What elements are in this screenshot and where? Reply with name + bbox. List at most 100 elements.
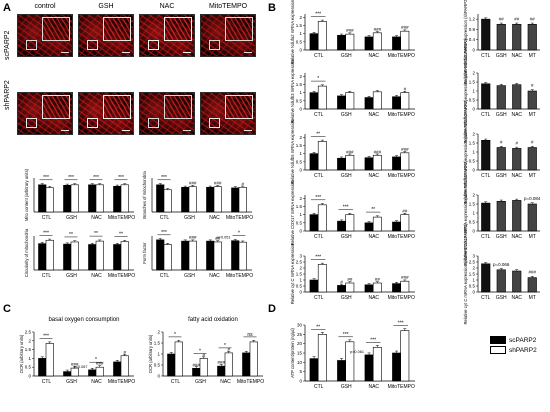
bar-R4-NAC-ratio	[512, 200, 522, 232]
bar-B2-GSH-shPARP2	[345, 92, 355, 110]
bar-B2-GSH-scPARP2	[337, 95, 347, 110]
y-tick-label-R4: 1.5	[469, 202, 476, 207]
bar-R5-GSH-ratio	[496, 269, 506, 293]
y-tick-label-B5: 1	[299, 278, 302, 283]
legend-item-shparp2: shPARP2	[490, 346, 537, 354]
y-label-C1: OCR (arbitrary units)	[19, 334, 24, 373]
y-tick-label-R1: 0.8	[469, 27, 476, 32]
x-tick-label-R1-CTL: CTL	[481, 53, 491, 59]
hash-mark-B2-MitoTEMPO: #	[404, 87, 407, 92]
chart-title-C2: fatty acid oxidation	[188, 317, 238, 323]
pvalue-D1-NAC: p=0.061	[350, 350, 364, 354]
x-tick-label-B1-CTL: CTL	[314, 53, 324, 59]
sig-mark-A3-MitoTEMPO: **	[119, 232, 123, 238]
y-tick-label-R3: 2	[472, 132, 475, 137]
x-tick-label-B2-MitoTEMPO: MitoTEMPO	[388, 112, 415, 118]
legend-label-shparp2: shPARP2	[509, 346, 537, 354]
y-tick-label-C1: 2.5	[25, 330, 32, 335]
x-tick-label-A1-GSH: GSH	[66, 215, 77, 221]
bar-B4-GSH-shPARP2	[345, 214, 355, 232]
x-tick-label-C1-NAC: NAC	[91, 379, 102, 385]
y-tick-label-R4: 0	[472, 229, 475, 234]
x-tick-label-A3-CTL: CTL	[42, 273, 52, 279]
sig-mark-B4-CTL: ***	[315, 195, 321, 201]
bar-D1-NAC-shPARP2	[372, 347, 382, 382]
sig-mark-R1-MT: ##	[530, 16, 536, 21]
y-tick-label-B3: 2	[299, 135, 302, 140]
bar-C1-MitoTEMPO-scPARP2	[113, 361, 122, 377]
x-tick-label-R3-MT: MT	[529, 173, 536, 179]
sig-mark-B2-CTL: *	[317, 76, 319, 82]
sig-mark-A1-CTL: ***	[43, 175, 49, 181]
y-tick-label-B5: 1.5	[296, 272, 303, 277]
y-tick-label-R5: 0	[472, 290, 475, 295]
sig-mark-R1-NAC: ##	[514, 16, 520, 21]
scale-bar	[61, 130, 69, 131]
bar-D1-GSH-scPARP2	[337, 360, 347, 382]
hash-mark-B1-MitoTEMPO: ###	[401, 25, 409, 30]
x-tick-label-A4-MitoTEMPO: MitoTEMPO	[226, 273, 253, 279]
y-tick-label-D1: 0	[299, 379, 302, 384]
y-label-R3: Relative Ndufb5 mRNA expression (shPARP2…	[463, 99, 468, 205]
bar-A3-NAC-scPARP2	[88, 244, 97, 271]
x-tick-label-R2-NAC: NAC	[511, 112, 522, 118]
bar-A3-NAC-shPARP2	[95, 240, 104, 271]
sig-mark-R5-MT: ###	[528, 270, 536, 275]
x-tick-label-R4-GSH: GSH	[496, 234, 507, 240]
bar-A1-GSH-scPARP2	[63, 184, 72, 213]
hash-mark-B3-GSH: ###	[346, 149, 354, 154]
roi-box	[87, 118, 98, 128]
bar-R2-GSH-ratio	[496, 85, 506, 110]
x-tick-label-C1-GSH: GSH	[66, 379, 77, 385]
sig-mark-A1-MitoTEMPO: ***	[118, 175, 124, 181]
x-tick-label-B4-GSH: GSH	[341, 234, 352, 240]
hash-mark-A2-GSH: ###	[189, 181, 197, 186]
y-tick-label-R5: 0.5	[469, 284, 476, 289]
y-label-A3: Circularity of mitochondria	[24, 228, 29, 277]
x-tick-label-R1-NAC: NAC	[511, 53, 522, 59]
x-tick-label-R2-MT: MT	[529, 112, 536, 118]
x-tick-label-D1-NAC: NAC	[368, 384, 379, 390]
sig-mark-D1-CTL: **	[316, 324, 320, 330]
bar-R4-MT-ratio	[527, 203, 537, 232]
bar-A4-NAC-scPARP2	[206, 240, 215, 271]
sig-mark-B4-NAC: **	[371, 207, 375, 213]
bar-C1-CTL-shPARP2	[45, 343, 54, 377]
y-tick-label-B4: 2	[299, 196, 302, 201]
bar-B1-NAC-scPARP2	[364, 36, 374, 51]
hash-mark-B5-MitoTEMPO: ###	[401, 275, 409, 280]
bar-B4-NAC-shPARP2	[372, 216, 382, 232]
bar-B3-NAC-scPARP2	[364, 157, 374, 171]
col-header-control: control	[34, 3, 56, 10]
legend: scPARP2 shPARP2	[490, 336, 537, 354]
bar-A3-MitoTEMPO-scPARP2	[113, 244, 122, 271]
zoom-inset	[225, 17, 253, 41]
bar-A2-CTL-shPARP2	[163, 189, 172, 213]
chart-title-C1: basal oxygen consumption	[48, 317, 119, 323]
x-tick-label-A2-NAC: NAC	[209, 215, 220, 221]
hash-mark-A2-MitoTEMPO: #	[241, 181, 244, 186]
bar-B5-NAC-shPARP2	[372, 282, 382, 293]
micrograph-shPARP2-NAC	[139, 92, 195, 135]
bar-R4-CTL-ratio	[481, 202, 491, 232]
x-tick-label-B5-MitoTEMPO: MitoTEMPO	[388, 295, 415, 301]
sig-mark-D1-NAC: ***	[370, 337, 376, 343]
y-tick-label-B2: 0	[299, 107, 302, 112]
y-tick-label-D1: 20	[297, 341, 303, 346]
y-tick-label-B2: 0.5	[296, 98, 303, 103]
x-tick-label-R3-CTL: CTL	[481, 173, 491, 179]
bar-R3-MT-ratio	[527, 147, 537, 171]
micrograph-shPARP2-GSH	[78, 92, 134, 135]
col-header-gsh: GSH	[98, 3, 114, 10]
x-tick-label-R4-CTL: CTL	[481, 234, 491, 240]
roi-box	[26, 40, 37, 50]
x-tick-label-A1-MitoTEMPO: MitoTEMPO	[108, 215, 135, 221]
bar-B3-MitoTEMPO-shPARP2	[400, 152, 410, 171]
bar-B5-MitoTEMPO-shPARP2	[400, 280, 410, 293]
bar-B4-CTL-scPARP2	[309, 214, 319, 232]
bar-B5-CTL-scPARP2	[309, 279, 319, 293]
sig-mark-A4-MitoTEMPO: *	[238, 231, 240, 237]
x-tick-label-R4-NAC: NAC	[511, 234, 522, 240]
